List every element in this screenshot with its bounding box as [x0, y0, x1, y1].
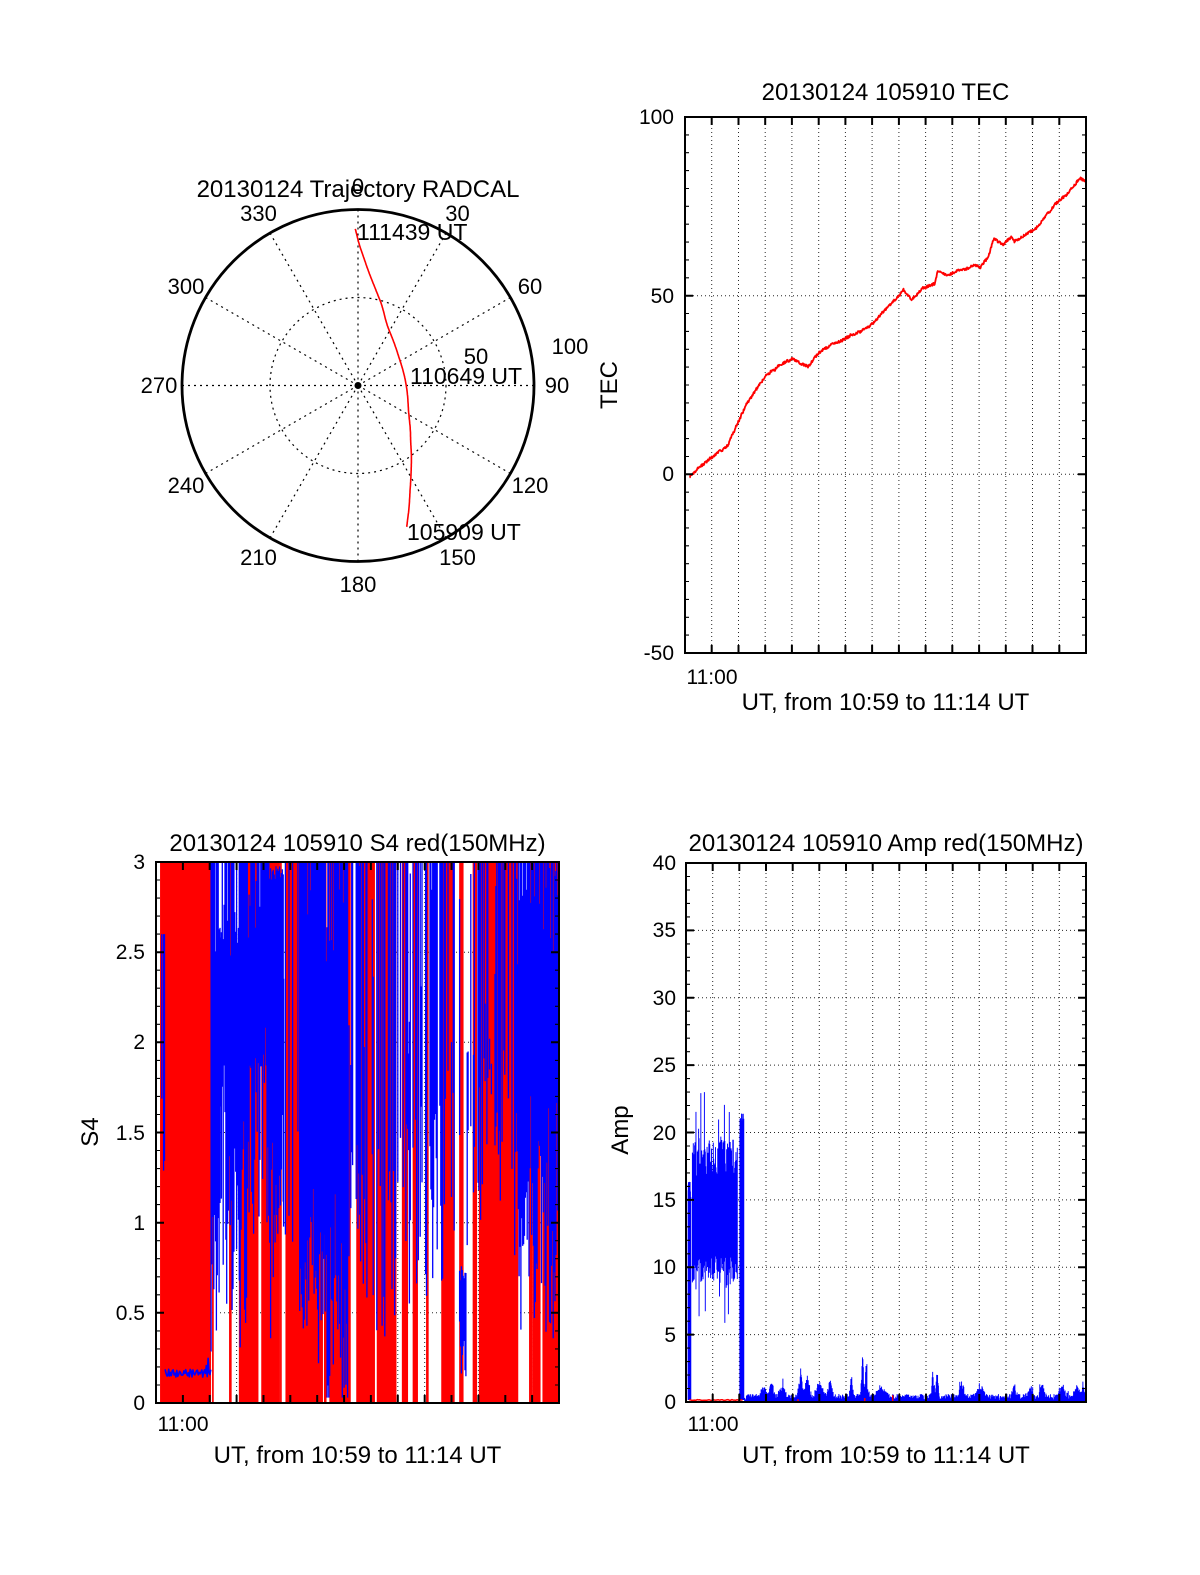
s4-ylabel: S4 [77, 1117, 104, 1146]
trajectory-title: 20130124 Trajectory RADCAL [197, 176, 520, 203]
tec-series [689, 176, 1086, 479]
amp-ylabel: Amp [607, 1105, 634, 1154]
trajectory-render-slot [180, 208, 536, 563]
amp-series [687, 1092, 1086, 1402]
trajectory-annotation-start: 111439 UT [357, 219, 467, 245]
s4-ytick-3: 3 [133, 851, 145, 874]
amp-ytick-35: 35 [653, 919, 676, 942]
amp-ytick-20: 20 [653, 1122, 676, 1145]
s4-xtick-label: 11:00 [158, 1413, 209, 1436]
s4-ytick-1: 1 [133, 1212, 145, 1235]
tec-ytick-50: 50 [651, 285, 674, 308]
tec-render-slot [684, 116, 1087, 654]
tec-ylabel: TEC [596, 361, 623, 409]
polar-az-tick-150: 150 [439, 545, 476, 570]
polar-az-tick-300: 300 [168, 274, 205, 299]
tec-line [689, 176, 1086, 479]
trajectory-line [354, 228, 413, 528]
polar-az-tick-0: 0 [352, 174, 364, 199]
polar-r-tick-100: 100 [552, 334, 589, 359]
tec-title: 20130124 105910 TEC [762, 79, 1010, 106]
s4-ytick-2: 2 [133, 1031, 145, 1054]
s4-render-slot [155, 861, 560, 1404]
amp-plot: 20130124 105910 Amp red(150MHz) Amp UT, … [607, 830, 1087, 1469]
tec-ytick-100: 100 [639, 106, 674, 129]
amp-xlabel: UT, from 10:59 to 11:14 UT [742, 1442, 1030, 1469]
s4-xlabel: UT, from 10:59 to 11:14 UT [214, 1442, 502, 1469]
polar-az-tick-330: 330 [240, 201, 277, 226]
tec-xtick-label: 11:00 [687, 666, 738, 689]
tec-ytick-m50: -50 [644, 642, 674, 665]
polar-az-tick-120: 120 [512, 473, 549, 498]
tec-xlabel: UT, from 10:59 to 11:14 UT [742, 689, 1030, 716]
s4-ytick-0: 0 [133, 1392, 145, 1415]
amp-title: 20130124 105910 Amp red(150MHz) [689, 830, 1084, 857]
trajectory-annotation-end: 105909 UT [407, 519, 521, 545]
amp-xtick-label: 11:00 [688, 1413, 739, 1436]
amp-frame [685, 862, 1087, 1403]
polar-az-tick-90: 90 [545, 373, 569, 398]
s4-series [160, 862, 559, 1403]
amp-ytick-5: 5 [664, 1324, 676, 1347]
trajectory-annotation-mid: 110649 UT [410, 363, 522, 389]
amp-ytick-25: 25 [653, 1054, 676, 1077]
s4-plot: 20130124 105910 S4 red(150MHz) S4 UT, fr… [77, 830, 560, 1469]
polar-r-tick-50: 50 [464, 344, 488, 369]
polar-az-tick-60: 60 [518, 274, 542, 299]
tec-ytick-0: 0 [662, 463, 674, 486]
amp-ytick-15: 15 [653, 1189, 676, 1212]
trajectory-polar-grid [180, 208, 536, 563]
amp-render-slot [685, 862, 1087, 1403]
amp-ytick-10: 10 [653, 1256, 676, 1279]
polar-center-marker [354, 382, 362, 389]
s4-frame [155, 861, 560, 1404]
polar-az-tick-240: 240 [168, 473, 205, 498]
s4-title: 20130124 105910 S4 red(150MHz) [169, 830, 545, 857]
polar-az-tick-180: 180 [340, 572, 377, 597]
s4-ytick-2p5: 2.5 [116, 941, 145, 964]
tec-frame [684, 116, 1087, 654]
trajectory-polar-plot: 20130124 Trajectory RADCAL 0 30 60 90 12… [141, 174, 589, 597]
s4-blue-series [161, 862, 559, 1398]
tec-gridlines [685, 117, 1086, 653]
amp-ytick-30: 30 [653, 987, 676, 1010]
amp-red-series [689, 1395, 894, 1402]
amp-ytick-40: 40 [653, 852, 676, 875]
s4-blue-flat-line [164, 1357, 212, 1378]
s4-ytick-0p5: 0.5 [116, 1302, 145, 1325]
amp-gridlines [686, 863, 1086, 1402]
polar-az-tick-210: 210 [240, 545, 277, 570]
tec-plot: 20130124 105910 TEC TEC UT, from 10:59 t… [596, 79, 1087, 716]
amp-ytick-0: 0 [664, 1391, 676, 1414]
polar-az-tick-270: 270 [141, 373, 178, 398]
s4-ytick-1p5: 1.5 [116, 1122, 145, 1145]
amp-blue-series [687, 1092, 1086, 1402]
polar-az-tick-30: 30 [445, 201, 469, 226]
